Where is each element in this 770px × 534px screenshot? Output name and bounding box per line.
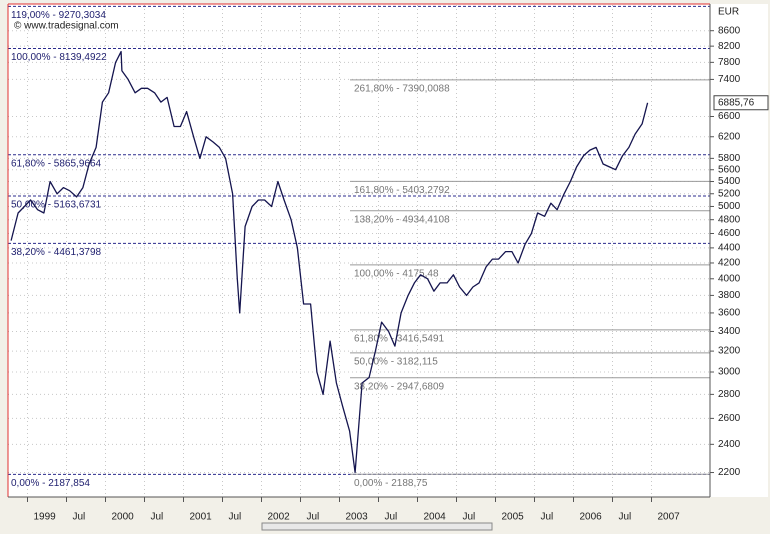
y-tick-label: 3400	[718, 326, 741, 337]
retracement-label: 100,00% - 4175,48	[354, 269, 439, 280]
retracement-label: 100,00% - 8139,4922	[11, 52, 107, 63]
y-tick-label: 5200	[718, 188, 741, 199]
retracement-label: 38,20% - 2947,6809	[354, 381, 445, 392]
y-tick-label: 4800	[718, 214, 741, 225]
x-tick-label: Jul	[151, 512, 164, 523]
y-tick-label: 7800	[718, 57, 741, 68]
retracement-label: 261,80% - 7390,0088	[354, 83, 450, 94]
y-tick-label: 5800	[718, 153, 741, 164]
axis-title: EUR	[718, 7, 739, 18]
retracement-label: 38,20% - 4461,3798	[11, 247, 102, 258]
y-tick-label: 5000	[718, 201, 741, 212]
y-tick-label: 6600	[718, 111, 741, 122]
retracement-label: 161,80% - 5403,2792	[354, 185, 450, 196]
y-tick-label: 5600	[718, 164, 741, 175]
y-tick-label: 4000	[718, 273, 741, 284]
price-line	[10, 50, 649, 474]
y-tick-label: 3000	[718, 367, 741, 378]
x-tick-label: 2002	[268, 512, 291, 523]
y-tick-label: 2800	[718, 389, 741, 400]
retracement-label: 50,00% - 3182,115	[354, 357, 438, 368]
y-tick-label: 4600	[718, 228, 741, 239]
y-tick-label: 2600	[718, 413, 741, 424]
x-tick-label: 2003	[346, 512, 369, 523]
retracement-label: 61,80% - 5865,9664	[11, 158, 102, 169]
x-tick-label: 2007	[658, 512, 681, 523]
y-tick-label: 4400	[718, 243, 741, 254]
y-tick-label: 2200	[718, 467, 741, 478]
last-value-label: 6885,76	[718, 97, 755, 108]
axis-area	[710, 4, 768, 497]
scrollbar[interactable]	[261, 522, 493, 531]
retracement-label: 50,00% - 5163,6731	[11, 200, 102, 211]
x-tick-label: Jul	[73, 512, 86, 523]
y-tick-label: 3200	[718, 346, 741, 357]
x-tick-label: 1999	[34, 512, 57, 523]
x-tick-label: 2004	[424, 512, 447, 523]
y-tick-label: 6200	[718, 131, 741, 142]
y-tick-label: 3800	[718, 290, 741, 301]
x-tick-label: Jul	[619, 512, 632, 523]
x-tick-label: Jul	[463, 512, 476, 523]
y-tick-label: 8600	[718, 25, 741, 36]
y-tick-label: 5400	[718, 176, 741, 187]
x-tick-label: Jul	[541, 512, 554, 523]
x-tick-label: Jul	[229, 512, 242, 523]
y-tick-label: 2400	[718, 439, 741, 450]
x-tick-label: 2001	[190, 512, 213, 523]
x-tick-label: 2006	[580, 512, 603, 523]
retracement-label: 0,00% - 2188,75	[354, 478, 428, 489]
y-tick-label: 7400	[718, 74, 741, 85]
retracement-label: 0,00% - 2187,854	[11, 478, 90, 489]
watermark: © www.tradesignal.com	[14, 21, 119, 32]
y-tick-label: 8200	[718, 41, 741, 52]
last-value-box	[713, 95, 769, 111]
y-tick-label: 4200	[718, 258, 741, 269]
x-tick-label: 2000	[112, 512, 135, 523]
retracement-label: 119,00% - 9270,3034	[11, 10, 106, 21]
y-tick-label: 3600	[718, 308, 741, 319]
x-tick-label: Jul	[307, 512, 320, 523]
x-tick-label: 2005	[502, 512, 525, 523]
retracement-label: 61,80% - 3416,5491	[354, 334, 445, 345]
x-tick-label: Jul	[385, 512, 398, 523]
retracement-label: 138,20% - 4934,4108	[354, 214, 450, 225]
